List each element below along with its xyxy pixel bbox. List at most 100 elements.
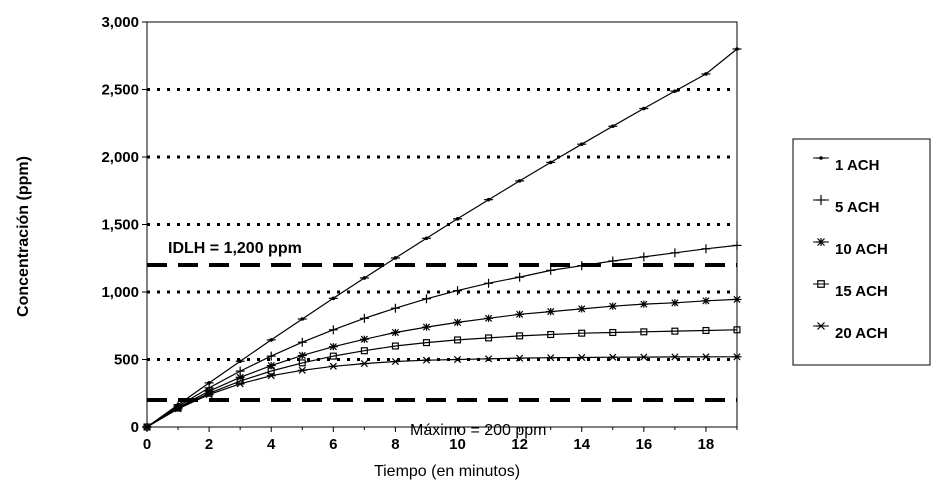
data-point: [484, 278, 494, 288]
legend-label: 5 ACH: [835, 199, 879, 216]
data-point: [390, 256, 400, 260]
data-point: [702, 326, 710, 334]
data-point: [609, 328, 617, 337]
data-point: [453, 355, 463, 364]
series-20-ach: [142, 353, 742, 431]
data-point: [390, 328, 400, 337]
data-point: [297, 337, 307, 347]
data-point: [390, 303, 400, 313]
series-10-ach: [142, 295, 742, 431]
data-point: [639, 106, 649, 111]
series-line: [146, 298, 738, 428]
data-point: [701, 297, 711, 305]
y-axis-title: Concentración (ppm): [15, 156, 32, 317]
y-axis-ticks: 0 500 1,000 1,500 2,000 2,500 3,000: [101, 14, 147, 436]
series-line: [146, 356, 737, 428]
data-point: [235, 359, 245, 364]
data-point: [546, 354, 556, 362]
data-point: [421, 356, 431, 364]
data-point: [670, 89, 680, 93]
data-point: [608, 124, 618, 129]
legend-marker: [813, 280, 829, 288]
legend-marker: [813, 195, 829, 205]
data-point: [390, 357, 400, 366]
legend-label: 15 ACH: [835, 283, 888, 300]
legend-label: 10 ACH: [835, 241, 888, 258]
data-point: [515, 310, 525, 318]
data-point: [359, 276, 369, 280]
legend-marker: [813, 322, 829, 330]
legend-box: [792, 138, 931, 366]
data-point: [515, 272, 525, 282]
data-point: [329, 352, 337, 360]
data-point: [546, 160, 556, 165]
data-point: [577, 305, 587, 313]
data-point: [421, 236, 431, 241]
data-point: [204, 391, 214, 399]
data-point: [235, 373, 245, 381]
x-axis-ticks: 0 2 4 6 8 10 12 14 16 18: [143, 427, 738, 453]
legend-marker: [813, 238, 829, 246]
data-point: [484, 197, 494, 202]
data-point: [266, 351, 276, 361]
data-point: [608, 353, 618, 361]
series-line: [146, 244, 738, 428]
data-point: [639, 300, 649, 308]
data-point: [484, 314, 494, 322]
legend: 1 ACH 5 ACH 10 ACH 15 ACH 20 ACH: [792, 138, 931, 366]
x-axis-title: Tiempo (en minutos): [374, 463, 520, 480]
series-5-ach: [142, 240, 742, 432]
legend-item: 10 ACH: [813, 238, 888, 258]
data-point: [328, 362, 338, 370]
y-tick-label: 1,000: [101, 284, 139, 301]
legend-item: 1 ACH: [813, 156, 879, 174]
data-point: [204, 381, 214, 385]
x-tick-label: 10: [449, 436, 466, 453]
data-point: [297, 366, 307, 374]
data-point: [454, 336, 462, 344]
data-point: [359, 313, 369, 323]
x-tick-label: 0: [143, 436, 151, 453]
data-point: [360, 347, 368, 355]
data-point: [266, 338, 276, 342]
reference-lines: [147, 263, 737, 402]
data-point: [578, 329, 586, 337]
x-tick-label: 2: [205, 436, 213, 453]
data-point: [701, 353, 711, 361]
data-point: [328, 296, 338, 301]
data-point: [267, 367, 275, 375]
data-point: [670, 299, 680, 307]
data-point: [546, 307, 556, 316]
legend-item: 5 ACH: [813, 195, 879, 216]
x-tick-label: 18: [698, 436, 715, 453]
data-point: [701, 244, 711, 254]
x-tick-label: 14: [573, 436, 590, 453]
data-point: [577, 142, 587, 146]
maximo-label: Máximo = 200 ppm: [410, 422, 547, 439]
data-point: [359, 359, 369, 368]
legend-label: 20 ACH: [835, 325, 888, 342]
x-tick-label: 6: [329, 436, 337, 453]
data-point: [173, 405, 183, 413]
legend-item: 20 ACH: [813, 322, 888, 342]
y-tick-label: 500: [114, 352, 139, 369]
data-point: [328, 343, 338, 351]
data-point: [577, 353, 587, 362]
data-point: [298, 359, 306, 367]
series-line: [146, 48, 738, 428]
x-tick-label: 8: [391, 436, 399, 453]
data-point: [297, 317, 307, 321]
y-tick-label: 0: [131, 419, 139, 436]
x-tick-label: 4: [267, 436, 276, 453]
data-point: [421, 294, 431, 304]
data-point: [297, 351, 307, 360]
y-tick-label: 1,500: [101, 217, 139, 234]
legend-item: 15 ACH: [813, 280, 888, 300]
data-point: [359, 335, 369, 343]
data-point: [266, 372, 276, 380]
data-point: [639, 252, 649, 262]
series-15-ach: [143, 326, 741, 431]
annotations: IDLH = 1,200 ppm Máximo = 200 ppm: [168, 240, 547, 439]
grid-lines: [147, 88, 737, 361]
